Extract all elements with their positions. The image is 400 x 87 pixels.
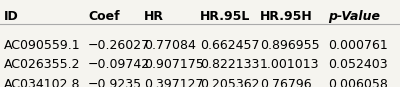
Text: 0.76796: 0.76796 — [260, 78, 312, 87]
Text: AC090559.1: AC090559.1 — [4, 39, 81, 52]
Text: 0.77084: 0.77084 — [144, 39, 196, 52]
Text: −0.9235: −0.9235 — [88, 78, 142, 87]
Text: 0.000761: 0.000761 — [328, 39, 388, 52]
Text: −0.26027: −0.26027 — [88, 39, 150, 52]
Text: 0.907175: 0.907175 — [144, 58, 204, 71]
Text: 0.662457: 0.662457 — [200, 39, 260, 52]
Text: HR.95L: HR.95L — [200, 10, 250, 23]
Text: HR.95H: HR.95H — [260, 10, 313, 23]
Text: AC034102.8: AC034102.8 — [4, 78, 80, 87]
Text: 0.397127: 0.397127 — [144, 78, 204, 87]
Text: 1.001013: 1.001013 — [260, 58, 320, 71]
Text: 0.822133: 0.822133 — [200, 58, 259, 71]
Text: −0.09742: −0.09742 — [88, 58, 150, 71]
Text: 0.205362: 0.205362 — [200, 78, 260, 87]
Text: 0.052403: 0.052403 — [328, 58, 388, 71]
Text: Coef: Coef — [88, 10, 120, 23]
Text: HR: HR — [144, 10, 164, 23]
Text: p-Value: p-Value — [328, 10, 380, 23]
Text: AC026355.2: AC026355.2 — [4, 58, 80, 71]
Text: 0.896955: 0.896955 — [260, 39, 320, 52]
Text: ID: ID — [4, 10, 19, 23]
Text: 0.006058: 0.006058 — [328, 78, 388, 87]
